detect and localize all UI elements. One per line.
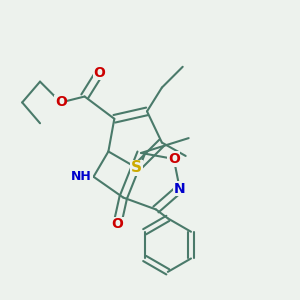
Text: NH: NH (71, 170, 92, 183)
Text: O: O (94, 66, 105, 80)
Text: O: O (168, 152, 180, 166)
Text: O: O (111, 217, 123, 231)
Text: O: O (55, 95, 67, 110)
Text: S: S (131, 160, 142, 175)
Text: N: N (174, 182, 185, 196)
